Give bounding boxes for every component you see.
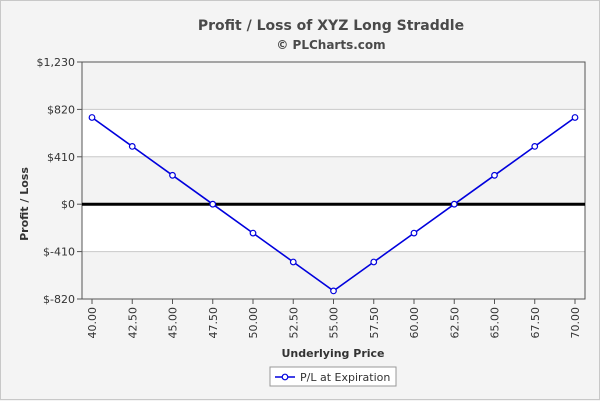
y-tick-label: $-820 (43, 293, 75, 306)
y-axis-title: Profit / Loss (18, 167, 31, 241)
data-point (492, 172, 498, 178)
data-point (170, 172, 176, 178)
data-point (210, 201, 216, 207)
x-axis-title: Underlying Price (281, 347, 384, 360)
data-point (129, 144, 135, 150)
y-tick-label: $410 (47, 151, 75, 164)
x-tick-label: 42.50 (126, 307, 139, 339)
x-tick-label: 50.00 (247, 307, 260, 339)
legend: P/L at Expiration (270, 367, 396, 386)
x-tick-label: 57.50 (368, 307, 381, 339)
data-point (451, 201, 457, 207)
x-tick-label: 55.00 (328, 307, 341, 339)
data-point (532, 144, 538, 150)
data-point (411, 230, 417, 236)
data-point (250, 230, 256, 236)
data-point (290, 259, 296, 265)
x-tick-label: 65.00 (489, 307, 502, 339)
y-tick-label: $-410 (43, 246, 75, 259)
legend-label: P/L at Expiration (300, 371, 390, 384)
x-tick-label: 52.50 (287, 307, 300, 339)
x-tick-label: 60.00 (408, 307, 421, 339)
data-point (572, 115, 578, 121)
chart-title: Profit / Loss of XYZ Long Straddle (198, 18, 464, 34)
x-tick-label: 70.00 (569, 307, 582, 339)
data-point (331, 288, 337, 294)
x-tick-label: 62.50 (448, 307, 461, 339)
data-point (371, 259, 377, 265)
data-point (89, 115, 95, 121)
y-tick-label: $820 (47, 103, 75, 116)
legend-marker-swatch (282, 374, 288, 380)
plot-band (82, 62, 585, 109)
y-tick-label: $1,230 (37, 56, 76, 69)
x-tick-label: 40.00 (86, 307, 99, 339)
x-tick-label: 67.50 (529, 307, 542, 339)
x-tick-label: 45.00 (167, 307, 180, 339)
y-tick-label: $0 (61, 198, 75, 211)
x-tick-label: 47.50 (207, 307, 220, 339)
chart-subtitle: © PLCharts.com (276, 38, 385, 52)
